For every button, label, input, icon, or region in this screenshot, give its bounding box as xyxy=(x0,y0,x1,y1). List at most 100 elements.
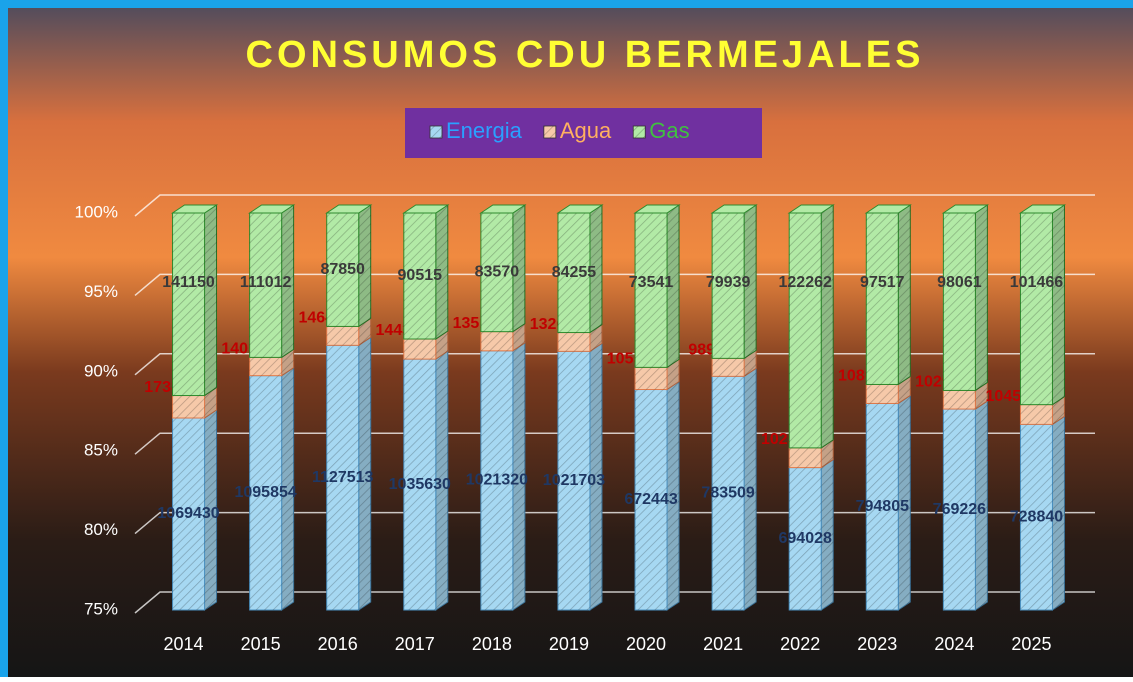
bar-side-hatch xyxy=(975,382,988,410)
bar-top xyxy=(1018,204,1067,214)
legend-label: Gas xyxy=(649,118,689,143)
data-label: 769226 xyxy=(933,501,986,518)
bar-front-hatch xyxy=(866,384,899,404)
bar-side-hatch xyxy=(744,205,757,359)
legend-swatch-hatch xyxy=(543,126,556,138)
x-tick-label: 2019 xyxy=(549,634,589,654)
y-tick-label: 90% xyxy=(84,361,118,380)
bar-side-hatch xyxy=(667,359,680,390)
bar-segment xyxy=(864,204,912,386)
bar-segment xyxy=(942,381,988,411)
bar-side-hatch xyxy=(1052,205,1065,405)
data-label: 90515 xyxy=(398,267,443,284)
bar-front-hatch xyxy=(326,213,359,327)
bar-front-hatch xyxy=(943,213,976,391)
data-label: 1069430 xyxy=(157,505,219,522)
bar-side-hatch xyxy=(512,205,525,332)
bar-side-hatch xyxy=(589,343,602,610)
bar-side-hatch xyxy=(358,337,371,610)
bar-front-hatch xyxy=(557,332,590,352)
bar-segment xyxy=(557,342,603,611)
grid-line xyxy=(134,432,1095,455)
bar-front-hatch xyxy=(712,376,745,610)
bar-side-hatch xyxy=(204,387,217,419)
data-label: 83570 xyxy=(475,264,520,281)
bar-segment xyxy=(480,341,526,611)
bar-segment xyxy=(325,204,373,328)
legend-swatch-hatch xyxy=(633,126,646,138)
bar-side-hatch xyxy=(358,205,371,327)
bar-top xyxy=(325,204,373,214)
bar-segment xyxy=(249,366,295,611)
bar-segment xyxy=(865,394,911,611)
bar-side-hatch xyxy=(435,331,448,360)
x-tick-label: 2017 xyxy=(395,634,435,654)
grid-line xyxy=(134,353,1095,376)
y-tick-label: 100% xyxy=(75,202,118,221)
legend-box xyxy=(405,108,762,158)
bar-segment xyxy=(941,204,990,392)
bar-front-hatch xyxy=(635,389,668,610)
bar-front-hatch xyxy=(789,467,822,610)
data-label: 783509 xyxy=(701,484,754,501)
bar-side-hatch xyxy=(667,381,680,610)
legend-swatch-hatch xyxy=(430,126,442,138)
y-tick-label: 95% xyxy=(84,282,118,301)
bar-front-hatch xyxy=(480,350,513,610)
bar-front-hatch xyxy=(635,367,668,390)
bar-top xyxy=(787,204,835,214)
bar-segment xyxy=(557,323,603,353)
bar-front-hatch xyxy=(326,326,359,346)
data-label: 79939 xyxy=(706,274,751,291)
x-tick-label: 2021 xyxy=(703,634,743,654)
bar-front-hatch xyxy=(403,339,436,360)
bar-front-hatch xyxy=(712,213,745,359)
bar-segment xyxy=(247,204,296,359)
bar-side-hatch xyxy=(744,368,757,610)
bar-side-hatch xyxy=(975,205,988,391)
bar-front-hatch xyxy=(866,403,899,610)
bar-segment xyxy=(788,438,834,469)
bar-side-hatch xyxy=(435,351,448,610)
data-label: 111012 xyxy=(240,274,292,291)
y-tick-label: 80% xyxy=(84,520,118,539)
y-tick-label: 85% xyxy=(84,441,118,460)
bar-segment xyxy=(710,204,758,360)
bar-front-hatch xyxy=(943,390,976,410)
bar-top xyxy=(170,204,219,214)
chart-title: CONSUMOS CDU BERMEJALES xyxy=(246,34,925,76)
bar-top xyxy=(864,204,912,214)
bar-front-hatch xyxy=(172,213,205,396)
bar-side-hatch xyxy=(204,205,217,396)
data-label: 141150 xyxy=(162,274,215,291)
data-label: 84255 xyxy=(552,264,597,281)
grid-line xyxy=(134,511,1095,535)
bar-side-hatch xyxy=(1052,396,1065,425)
x-tick-label: 2016 xyxy=(318,634,358,654)
bar-side-hatch xyxy=(281,367,294,610)
bar-segment xyxy=(326,336,372,611)
bar-side-hatch xyxy=(898,376,911,404)
bar-side-hatch xyxy=(589,205,602,333)
data-label: 122262 xyxy=(779,274,832,291)
bar-front-hatch xyxy=(557,213,590,333)
bar-segment xyxy=(402,204,450,340)
bar-side-hatch xyxy=(821,459,834,610)
bar-side-hatch xyxy=(435,205,448,340)
bar-segment xyxy=(788,458,834,611)
x-tick-label: 2025 xyxy=(1011,634,1051,654)
x-tick-label: 2014 xyxy=(164,634,204,654)
bar-front-hatch xyxy=(943,409,976,610)
bar-front-hatch xyxy=(789,213,822,448)
bar-segment xyxy=(1019,415,1065,611)
legend-label: Energia xyxy=(446,118,523,143)
data-label: 73541 xyxy=(629,274,674,291)
bar-segment xyxy=(1018,204,1067,406)
data-label: 87850 xyxy=(320,261,365,278)
x-tick-label: 2023 xyxy=(857,634,897,654)
bar-side-hatch xyxy=(281,205,294,358)
bar-front-hatch xyxy=(249,213,282,358)
bar-front-hatch xyxy=(866,213,899,385)
x-tick-label: 2015 xyxy=(241,634,281,654)
